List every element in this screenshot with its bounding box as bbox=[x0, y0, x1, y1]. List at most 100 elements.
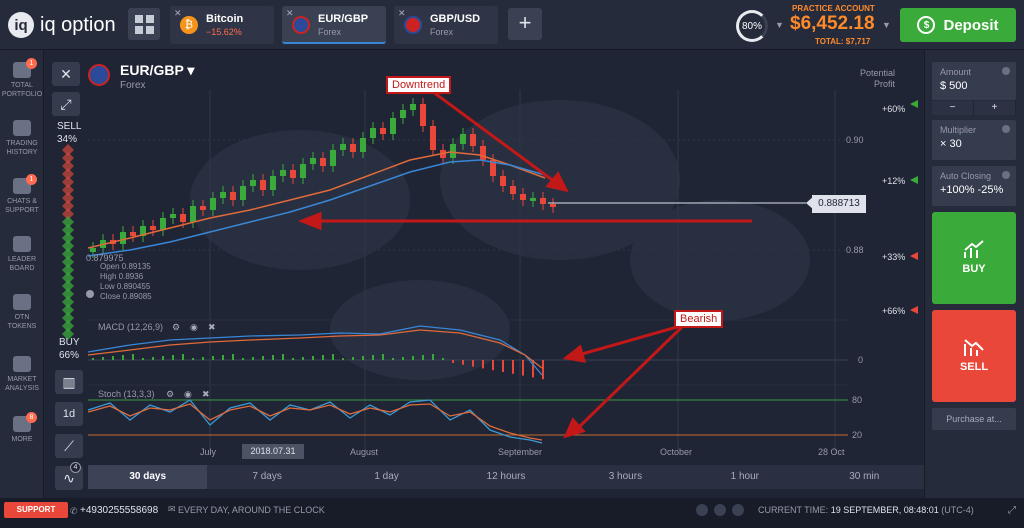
macd-bar bbox=[252, 357, 254, 360]
nav-item-more[interactable]: 8 MORE bbox=[0, 412, 44, 444]
candle-body bbox=[380, 128, 386, 134]
stoch-settings-icon[interactable]: ⚙ bbox=[166, 389, 175, 399]
stoch-eye-icon[interactable]: ◉ bbox=[184, 389, 192, 399]
nav-item-chats[interactable]: 1 CHATS & SUPPORT bbox=[0, 174, 44, 215]
ohlc-low: Low 0.890455 bbox=[100, 282, 151, 291]
info-icon[interactable] bbox=[1002, 67, 1010, 75]
candle-body bbox=[400, 110, 406, 118]
candle-body bbox=[460, 134, 466, 144]
total-value: TOTAL: $7,717 bbox=[815, 37, 871, 46]
facebook-icon[interactable] bbox=[696, 504, 708, 516]
chevron-down-icon[interactable]: ▼ bbox=[775, 20, 784, 30]
buy-sentiment: BUY 66% bbox=[59, 336, 80, 362]
buy-button[interactable]: BUY bbox=[932, 212, 1016, 304]
balance-value[interactable]: $6,452.18 bbox=[790, 13, 875, 34]
sentiment-segment bbox=[62, 216, 74, 228]
sell-button[interactable]: SELL bbox=[932, 310, 1016, 402]
candle-body bbox=[170, 214, 176, 218]
timeframe-button[interactable]: 1d bbox=[55, 402, 83, 426]
macd-eye-icon[interactable]: ◉ bbox=[190, 322, 198, 332]
draw-tool-icon[interactable]: ⟋ bbox=[55, 434, 83, 458]
sentiment-segment bbox=[62, 152, 74, 164]
period-7-days[interactable]: 7 days bbox=[252, 471, 282, 482]
plus-button[interactable]: + bbox=[974, 101, 1016, 115]
mail-icon[interactable]: ✉ bbox=[168, 504, 176, 514]
support-button[interactable]: SUPPORT bbox=[4, 502, 68, 518]
time-label: CURRENT TIME: bbox=[758, 505, 829, 515]
tab-eurgbp[interactable]: ✕ EUR/GBP Forex bbox=[282, 6, 386, 44]
brand-logo[interactable]: iq iq option bbox=[8, 12, 116, 38]
macd-bar bbox=[522, 360, 524, 376]
nav-item-trading[interactable]: TRADING HISTORY bbox=[0, 120, 44, 157]
twitter-icon[interactable] bbox=[714, 504, 726, 516]
support-phone[interactable]: +4930255558698 bbox=[80, 505, 159, 516]
macd-bar bbox=[152, 357, 154, 360]
macd-close-icon[interactable]: ✖ bbox=[208, 322, 216, 332]
dollar-icon: $ bbox=[917, 16, 936, 34]
amount-value[interactable]: $ 500 bbox=[940, 80, 968, 92]
nav-item-market[interactable]: MARKET ANALYSIS bbox=[0, 356, 44, 393]
period-12-hours[interactable]: 12 hours bbox=[486, 471, 526, 482]
nav-label: PORTFOLIO bbox=[1, 91, 43, 98]
expand-icon[interactable]: ⤢ bbox=[52, 92, 80, 116]
fullscreen-icon[interactable]: ⤢ bbox=[1008, 505, 1016, 516]
deposit-button[interactable]: $ Deposit bbox=[900, 8, 1016, 42]
time-label: September bbox=[498, 447, 543, 457]
sentiment-segment bbox=[62, 320, 74, 332]
add-tab-button[interactable]: + bbox=[508, 8, 542, 40]
stoch-k-line bbox=[87, 399, 543, 444]
nav-item-total[interactable]: 1 TOTAL PORTFOLIO bbox=[0, 58, 44, 99]
minus-button[interactable]: − bbox=[932, 101, 974, 115]
macd-bar bbox=[442, 358, 444, 360]
period-3-hours[interactable]: 3 hours bbox=[608, 471, 643, 482]
sound-icon[interactable] bbox=[732, 504, 744, 516]
close-icon[interactable]: ✕ bbox=[398, 8, 406, 18]
auto-closing-label: Auto Closing bbox=[940, 171, 992, 181]
multiplier-value: × 30 bbox=[940, 138, 962, 150]
profit-ring[interactable]: 80% bbox=[736, 10, 768, 42]
nav-label: LEADER bbox=[7, 256, 36, 263]
close-icon[interactable]: ✕ bbox=[286, 8, 294, 18]
auto-closing-box[interactable]: Auto Closing +100% -25% bbox=[932, 166, 1016, 206]
period-1-day[interactable]: 1 day bbox=[374, 471, 399, 482]
tab-gbpusd[interactable]: ✕ GBP/USD Forex bbox=[394, 6, 498, 44]
macd-label[interactable]: MACD (12,26,9) bbox=[98, 322, 164, 332]
period-1-hour[interactable]: 1 hour bbox=[730, 471, 759, 482]
tab-bitcoin[interactable]: ✕ ₿ Bitcoin −15.62% bbox=[170, 6, 274, 44]
nav-item-otn[interactable]: OTN TOKENS bbox=[0, 294, 44, 331]
chart-type-badge: 4 bbox=[70, 462, 81, 473]
nav-label: BOARD bbox=[9, 265, 35, 272]
candle-body bbox=[180, 214, 186, 222]
candle-body bbox=[420, 104, 426, 126]
info-icon[interactable] bbox=[1002, 125, 1010, 133]
macd-bar bbox=[342, 358, 344, 360]
sentiment-segment bbox=[62, 288, 74, 300]
close-chart-button[interactable]: ✕ bbox=[52, 62, 80, 86]
candle-body bbox=[540, 198, 546, 204]
stoch-80-label: 80 bbox=[852, 395, 863, 405]
tab-sub: Forex bbox=[430, 27, 454, 37]
settings-icon[interactable] bbox=[86, 290, 94, 298]
stoch-label[interactable]: Stoch (13,3,3) bbox=[98, 389, 155, 399]
chevron-down-icon[interactable]: ▼ bbox=[882, 20, 891, 30]
macd-settings-icon[interactable]: ⚙ bbox=[172, 322, 181, 332]
purchase-at-button[interactable]: Purchase at... bbox=[932, 408, 1016, 430]
info-icon[interactable] bbox=[1002, 171, 1010, 179]
sentiment-segment bbox=[62, 176, 74, 188]
indicators-icon[interactable]: ▥ bbox=[55, 370, 83, 394]
nav-item-leader[interactable]: LEADER BOARD bbox=[0, 236, 44, 273]
asset-grid-button[interactable] bbox=[128, 8, 160, 40]
sentiment-segment bbox=[62, 256, 74, 268]
candle-body bbox=[220, 192, 226, 198]
close-icon[interactable]: ✕ bbox=[174, 8, 182, 18]
time-label: August bbox=[350, 447, 379, 457]
period-30-days[interactable]: 30 days bbox=[88, 465, 208, 489]
macd-bar bbox=[422, 355, 424, 360]
period-30-min[interactable]: 30 min bbox=[849, 471, 880, 482]
account-type: PRACTICE ACCOUNT bbox=[792, 4, 875, 13]
macd-bar bbox=[202, 357, 204, 360]
stoch-close-icon[interactable]: ✖ bbox=[202, 389, 210, 399]
candle-body bbox=[200, 206, 206, 210]
timezone: (UTC-4) bbox=[941, 505, 974, 515]
